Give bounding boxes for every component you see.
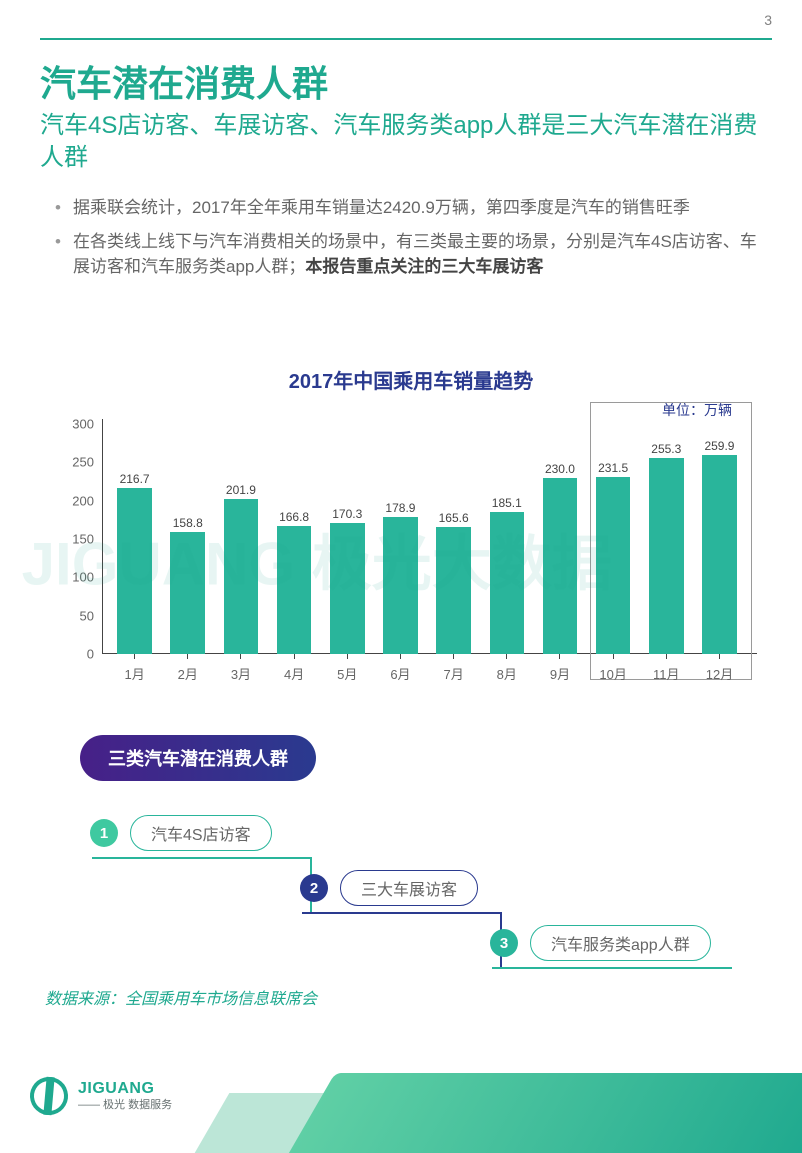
bar-column: 166.8 xyxy=(268,424,321,654)
y-tick: 250 xyxy=(72,455,94,470)
bar-value-label: 216.7 xyxy=(108,472,161,486)
section-badge: 三类汽车潜在消费人群 xyxy=(80,735,316,781)
step: 1 汽车4S店访客 xyxy=(90,815,272,851)
x-label: 3月 xyxy=(214,658,267,684)
x-label: 4月 xyxy=(268,658,321,684)
step-number: 1 xyxy=(90,819,118,847)
bar-column: 185.1 xyxy=(480,424,533,654)
bar xyxy=(170,532,205,654)
bar-value-label: 165.6 xyxy=(427,511,480,525)
step-chip: 汽车4S店访客 xyxy=(130,815,272,851)
step-number: 3 xyxy=(490,929,518,957)
bar xyxy=(596,477,631,654)
bar-column: 178.9 xyxy=(374,424,427,654)
page-number: 3 xyxy=(764,12,772,28)
bar-value-label: 201.9 xyxy=(214,483,267,497)
chart-plot-area: 050100150200250300 216.7158.8201.9166.81… xyxy=(60,424,762,684)
y-tick: 0 xyxy=(87,647,94,662)
bar xyxy=(702,455,737,654)
bullet-list: 据乘联会统计，2017年全年乘用车销量达2420.9万辆，第四季度是汽车的销售旺… xyxy=(55,195,767,288)
chart-unit: 单位：万辆 xyxy=(60,400,732,420)
bar xyxy=(383,517,418,654)
bar xyxy=(330,523,365,654)
step-connector-h xyxy=(492,967,732,969)
logo-icon xyxy=(26,1073,73,1120)
bar-column: 170.3 xyxy=(321,424,374,654)
x-label: 8月 xyxy=(480,658,533,684)
page-title: 汽车潜在消费人群 xyxy=(40,55,328,107)
data-source: 数据来源：全国乘用车市场信息联席会 xyxy=(45,985,317,1009)
bar-column: 231.5 xyxy=(587,424,640,654)
y-tick: 150 xyxy=(72,532,94,547)
step: 2 三大车展访客 xyxy=(300,870,478,906)
step-connector-h xyxy=(92,857,312,859)
bar-value-label: 259.9 xyxy=(693,439,746,453)
bar-value-label: 158.8 xyxy=(161,516,214,530)
bullet-item: 据乘联会统计，2017年全年乘用车销量达2420.9万辆，第四季度是汽车的销售旺… xyxy=(55,195,767,221)
logo-text: JIGUANG —— 极光 数据服务 xyxy=(78,1080,172,1112)
subtitle: 汽车4S店访客、车展访客、汽车服务类app人群是三大汽车潜在消费人群 xyxy=(40,110,762,175)
step: 3 汽车服务类app人群 xyxy=(490,925,711,961)
bar-column: 158.8 xyxy=(161,424,214,654)
bar-value-label: 166.8 xyxy=(268,510,321,524)
x-label: 10月 xyxy=(587,658,640,684)
bar xyxy=(543,478,578,654)
bar-value-label: 231.5 xyxy=(587,461,640,475)
steps-diagram: 1 汽车4S店访客 2 三大车展访客 3 汽车服务类app人群 xyxy=(70,805,742,975)
step-number: 2 xyxy=(300,874,328,902)
x-label: 6月 xyxy=(374,658,427,684)
bar-column: 201.9 xyxy=(214,424,267,654)
bar-value-label: 170.3 xyxy=(321,507,374,521)
bar xyxy=(277,526,312,654)
step-chip: 汽车服务类app人群 xyxy=(530,925,711,961)
bar xyxy=(649,458,684,654)
bar xyxy=(490,512,525,654)
logo-cn: —— 极光 数据服务 xyxy=(78,1096,172,1112)
x-label: 11月 xyxy=(640,658,693,684)
bars-container: 216.7 158.8 201.9166.8170.3178.9165.6185.1… xyxy=(102,424,752,654)
bar-value-label: 185.1 xyxy=(480,496,533,510)
x-label: 9月 xyxy=(533,658,586,684)
y-tick: 50 xyxy=(80,608,94,623)
x-axis-labels: 1月2月3月4月5月6月7月8月9月10月11月12月 xyxy=(102,658,752,684)
y-tick: 300 xyxy=(72,417,94,432)
bullet-text: 据乘联会统计，2017年全年乘用车销量达2420.9万辆，第四季度是汽车的销售旺… xyxy=(73,198,690,217)
footer-logo: JIGUANG —— 极光 数据服务 xyxy=(30,1077,172,1115)
footer: JIGUANG —— 极光 数据服务 xyxy=(0,1063,802,1133)
x-label: 7月 xyxy=(427,658,480,684)
bar-column: 165.6 xyxy=(427,424,480,654)
bar-chart: 2017年中国乘用车销量趋势 单位：万辆 050100150200250300 … xyxy=(60,365,762,695)
step-connector-h xyxy=(302,912,502,914)
bar xyxy=(224,499,259,654)
plot: 216.7 158.8 201.9166.8170.3178.9165.6185.1… xyxy=(102,424,752,654)
bar-value-label: 178.9 xyxy=(374,501,427,515)
x-label: 1月 xyxy=(108,658,161,684)
step-chip: 三大车展访客 xyxy=(340,870,478,906)
top-divider xyxy=(40,38,772,40)
y-tick: 200 xyxy=(72,493,94,508)
footer-shape-dark xyxy=(289,1073,802,1153)
bar-column: 259.9 xyxy=(693,424,746,654)
bar xyxy=(436,527,471,654)
chart-title: 2017年中国乘用车销量趋势 xyxy=(60,365,762,394)
x-label: 5月 xyxy=(321,658,374,684)
bar-column: 230.0 xyxy=(533,424,586,654)
y-axis: 050100150200250300 xyxy=(60,424,100,654)
bullet-bold: 本报告重点关注的三大车展访客 xyxy=(305,257,543,276)
bar-column: 216.7 xyxy=(108,424,161,654)
bar-column: 255.3 xyxy=(640,424,693,654)
x-label: 2月 xyxy=(161,658,214,684)
bar-value-label: 230.0 xyxy=(533,462,586,476)
y-tick: 100 xyxy=(72,570,94,585)
bar-value-label: 255.3 xyxy=(640,442,693,456)
x-label: 12月 xyxy=(693,658,746,684)
bullet-item: 在各类线上线下与汽车消费相关的场景中，有三类最主要的场景，分别是汽车4S店访客、… xyxy=(55,229,767,280)
bar xyxy=(117,488,152,654)
